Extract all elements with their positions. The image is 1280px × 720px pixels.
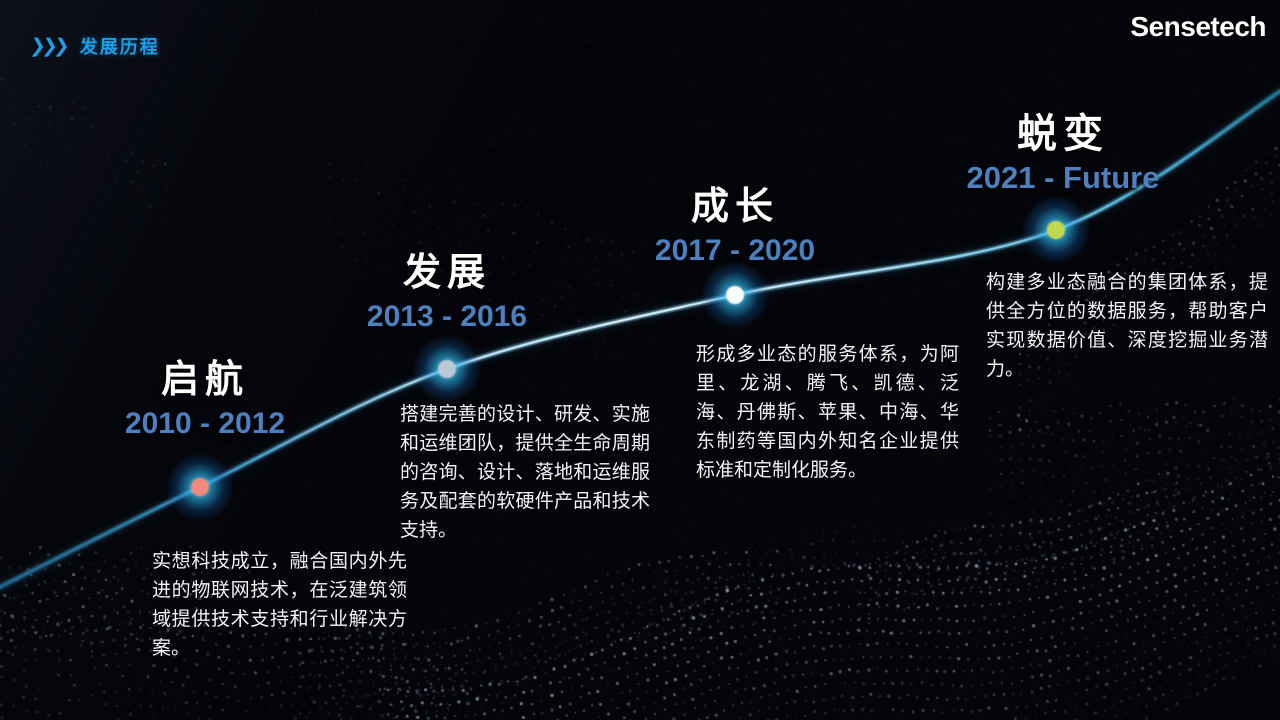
- milestone-4-header: 蜕变 2021 - Future: [933, 112, 1193, 194]
- milestone-3-description: 形成多业态的服务体系，为阿里、龙湖、腾飞、凯德、泛海、丹佛斯、苹果、中海、华东制…: [696, 344, 959, 481]
- milestone-period: 2010 - 2012: [124, 407, 286, 440]
- logo-text: Sensetech: [1130, 11, 1266, 42]
- milestone-3-dot: [698, 258, 772, 332]
- milestone-period: 2021 - Future: [966, 160, 1160, 195]
- milestone-1-description: 实想科技成立，融合国内外先进的物联网技术，在泛建筑领域提供技术支持和行业解决方案…: [152, 551, 407, 659]
- chevrons-icon: ❯❯❯: [28, 35, 67, 57]
- milestone-3-header: 成长 2017 - 2020: [615, 185, 855, 267]
- milestone-1-dot: [163, 450, 237, 524]
- milestone-1-header: 启航 2010 - 2012: [85, 358, 325, 440]
- milestone-title: 蜕变: [1017, 111, 1109, 156]
- milestone-4-dot: [1019, 193, 1093, 267]
- milestone-4-description: 构建多业态融合的集团体系，提供全方位的数据服务，帮助客户实现数据价值、深度挖掘业…: [986, 272, 1268, 380]
- milestone-title: 成长: [690, 186, 779, 228]
- milestone-title: 发展: [402, 252, 491, 294]
- section-header: ❯❯❯ 发展历程: [28, 33, 160, 59]
- milestone-2-dot: [410, 332, 484, 406]
- page-title: 发展历程: [79, 37, 160, 57]
- milestone-period: 2013 - 2016: [366, 300, 528, 333]
- milestone-period: 2017 - 2020: [654, 234, 816, 267]
- milestone-2-description: 搭建完善的设计、研发、实施和运维团队，提供全生命周期的咨询、设计、落地和运维服务…: [400, 404, 650, 541]
- milestone-2-header: 发展 2013 - 2016: [327, 251, 567, 333]
- milestone-title: 启航: [160, 359, 249, 401]
